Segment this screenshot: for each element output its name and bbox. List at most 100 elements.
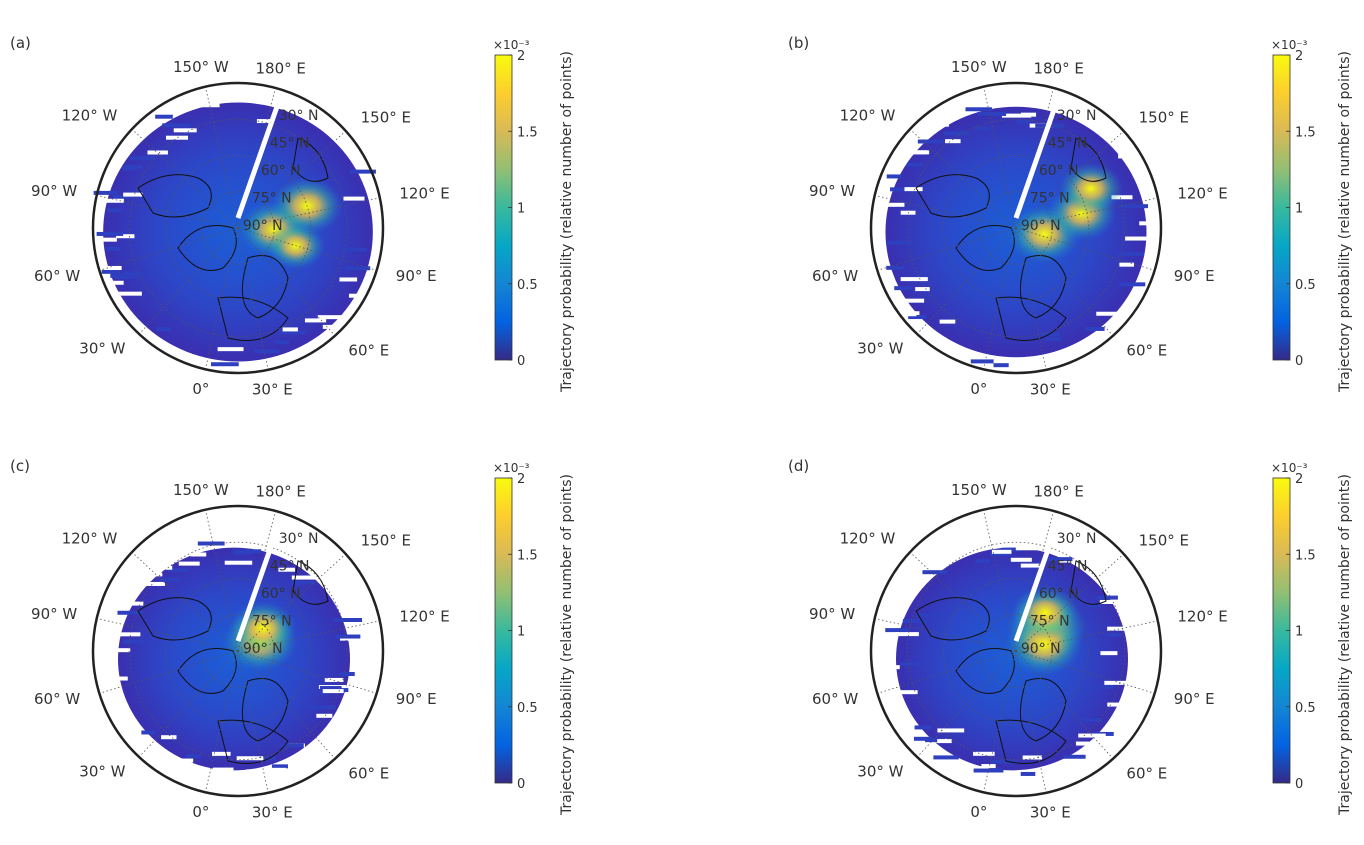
edge-cell [1063,754,1086,759]
edge-cell [1097,684,1114,689]
edge-cell [123,192,143,197]
latitude-label: 75° N [1030,614,1070,630]
coastline [177,225,237,271]
coastline [1070,560,1107,605]
meridian [131,551,239,652]
longitude-label: 0° [970,380,987,398]
map-frame [869,504,1163,798]
colorbar-tick-label: 2 [1295,472,1303,487]
meridian [237,197,380,229]
edge-cell [161,735,177,740]
edge-cell [886,265,905,270]
longitude-label: 90° W [809,605,855,623]
edge-cell [217,347,244,352]
colorbar-tick-label: 0.5 [517,278,538,293]
edge-cell [173,128,197,133]
edge-cell [322,689,344,694]
coastline [137,174,212,218]
edge-cell [944,131,971,136]
meridian [1015,620,1158,652]
dateline-gap [1013,512,1064,642]
probability-field [93,102,376,373]
edge-cell [886,174,902,179]
meridian [96,617,239,652]
edge-cell [928,122,949,127]
longitude-label: 120° W [62,529,118,547]
longitude-label: 90° W [31,605,77,623]
edge-cell [102,280,124,285]
edge-cell [155,114,173,119]
edge-cell [106,246,121,251]
longitude-label: 90° W [809,182,855,200]
dateline-gap [235,89,286,219]
edge-cell [224,560,253,565]
longitude-label: 60° E [348,342,389,360]
edge-cell [970,359,994,364]
longitude-label: 180° E [1034,483,1084,501]
edge-cell [895,632,919,637]
edge-cell [937,728,965,733]
colorbar-tick-label: 1 [517,202,525,217]
edge-cell [236,756,264,761]
edge-cell [1020,112,1037,117]
longitude-label: 0° [192,380,209,398]
edge-cell [902,312,917,317]
meridian [237,227,377,271]
meridian [982,227,1017,370]
colorbar-tick-label: 1.5 [517,125,538,140]
edge-cell [237,366,260,371]
meridian [237,650,377,694]
edge-cell [917,139,944,144]
colorbar: 0 0.5 1 1.5 2×10⁻³ Trajectory probability (re… [493,38,575,393]
colorbar-tick-label: 2 [517,49,525,64]
edge-cell [291,575,320,580]
meridian [1015,650,1114,760]
coastline [1019,255,1067,319]
edge-cell [282,327,298,332]
latitude-label: 60° N [261,163,301,179]
edge-cell [1100,651,1118,656]
edge-cell [981,764,996,769]
meridian [204,227,239,370]
edge-cell [256,119,274,124]
latitude-label: 45° N [1048,136,1088,152]
latitude-label: 30° N [279,531,319,547]
colorbar-tick-label: 0.5 [517,701,538,716]
latitude-circle [128,118,348,338]
colorbar-tick-label: 1.5 [1295,125,1316,140]
edge-cell [278,567,295,572]
edge-cell [322,324,352,329]
longitude-label: 60° W [34,690,80,708]
longitude-label: 30° W [79,340,125,358]
longitude-label: 180° E [256,483,306,501]
edge-cell [232,549,262,554]
edge-cell [197,541,225,546]
meridian [909,551,1017,652]
colorbar-tick-label: 0 [517,354,525,369]
colorbar-label: Trajectory probability (relative number … [1337,51,1353,393]
edge-cell [147,150,168,155]
longitude-label: 90° W [31,182,77,200]
latitude-circle [128,541,348,761]
latitude-label: 60° N [261,586,301,602]
edge-cell [977,111,1007,116]
edge-cell [274,340,290,345]
edge-cell [213,767,234,772]
edge-cell [1118,154,1135,159]
meridian [1015,227,1155,271]
graticule [874,86,1158,370]
edge-cell [965,107,992,112]
edge-cell [1085,326,1105,331]
edge-cell [115,648,131,653]
longitude-label: 0° [970,803,987,821]
dateline-gap [1013,89,1064,219]
edge-cell [883,665,900,670]
edge-cell [890,187,911,192]
meridian [1015,130,1125,229]
edge-cell [1015,546,1038,551]
colorbar-tick-label: 2 [517,472,525,487]
longitude-label: 120° W [840,529,896,547]
latitude-label: 30° N [1057,531,1097,547]
meridian [1015,227,1047,370]
